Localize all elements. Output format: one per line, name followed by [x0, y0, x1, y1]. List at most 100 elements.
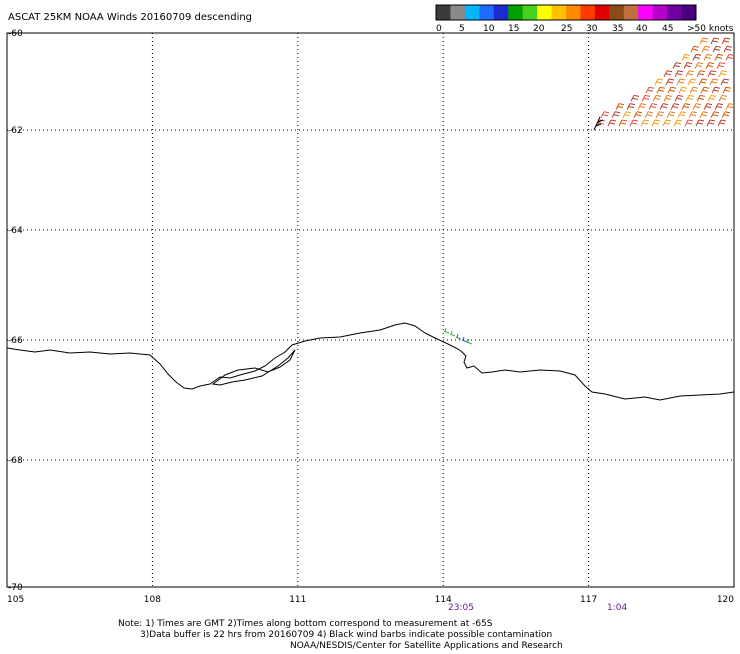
wind-barb	[672, 62, 682, 69]
wind-barb	[720, 78, 730, 86]
wind-barb	[707, 70, 717, 78]
colorbar-swatch	[609, 5, 625, 20]
latitude-labels: -60 -62 -64 -66 -68 -70	[8, 29, 23, 593]
longitude-label: 108	[144, 595, 161, 605]
wind-barb	[673, 119, 683, 127]
wind-barb	[718, 70, 728, 78]
colorbar-swatch	[464, 5, 480, 20]
wind-barb	[644, 111, 654, 119]
longitude-labels: 105 108 111 114 117 120	[7, 595, 734, 605]
wind-barb	[681, 53, 691, 61]
wind-barb	[709, 78, 719, 86]
wind-barb	[600, 111, 610, 119]
colorbar-labels: 0 5 10 15 20 25 30 35 40 45 >50 knots	[436, 24, 734, 34]
colorbar-swatch	[508, 5, 524, 20]
wind-barb	[703, 103, 713, 110]
longitude-label: 117	[580, 595, 597, 605]
wind-barb	[651, 119, 661, 127]
latitude-label: -70	[8, 583, 23, 593]
wind-barb	[629, 119, 639, 127]
wind-barb	[723, 45, 733, 53]
wind-barb	[694, 62, 704, 69]
wind-barb	[466, 338, 473, 345]
wind-barbs	[593, 37, 735, 131]
wind-barb	[711, 86, 721, 94]
colorbar-frame	[435, 4, 697, 21]
longitude-label: 111	[289, 595, 306, 605]
wind-barb	[695, 119, 705, 127]
colorbar-swatch	[638, 5, 654, 20]
wind-barb	[633, 111, 643, 119]
graticule-grid	[7, 33, 734, 587]
wind-barb	[676, 78, 686, 86]
wind-barb	[667, 86, 677, 94]
wind-barb	[692, 103, 702, 110]
colorbar-swatch	[652, 5, 668, 20]
wind-barb	[705, 62, 715, 69]
wind-barb	[622, 111, 632, 119]
colorbar-label: 45	[662, 24, 673, 34]
colorbar-swatch	[479, 5, 495, 20]
pass-time-label: 1:04	[607, 603, 627, 613]
wind-barb	[696, 70, 706, 78]
colorbar-swatch	[537, 5, 553, 20]
wind-barb	[626, 103, 636, 110]
wind-barb	[699, 37, 709, 45]
footnote-line: NOAA/NESDIS/Center for Satellite Applica…	[290, 641, 563, 650]
colorbar-swatch	[436, 5, 451, 20]
colorbar-label: 30	[586, 24, 598, 34]
colorbar-label: >50 knots	[687, 24, 734, 34]
wind-barb	[618, 119, 628, 127]
plot-frame	[6, 32, 735, 588]
antarctic-coastline	[6, 322, 735, 401]
wind-barb	[725, 53, 735, 61]
wind-barb	[663, 70, 673, 78]
wind-barb	[706, 119, 716, 127]
wind-barb	[685, 70, 695, 78]
latitude-label: -68	[8, 456, 23, 466]
wind-barb	[655, 111, 665, 119]
wind-barb	[666, 111, 676, 119]
wind-barb	[710, 37, 720, 45]
wind-barb	[652, 94, 662, 102]
map-title: ASCAT 25KM NOAA Winds 20160709 descendin…	[8, 12, 252, 23]
colorbar-label: 20	[533, 24, 545, 34]
wind-barb	[659, 103, 669, 110]
wind-barb	[692, 53, 702, 61]
wind-barb	[721, 111, 731, 119]
wind-barb	[698, 78, 708, 86]
wind-barb	[607, 119, 617, 127]
colorbar-label: 0	[436, 24, 442, 34]
wind-barb	[674, 70, 684, 78]
wind-barb	[722, 86, 732, 94]
colorbar-swatch	[493, 5, 509, 20]
wind-barb	[703, 53, 713, 61]
latitude-label: -66	[8, 336, 23, 346]
wind-barb	[611, 111, 621, 119]
colorbar-swatch	[594, 5, 610, 20]
latitude-label: -60	[8, 29, 23, 39]
wind-barb	[663, 94, 673, 102]
wind-barb	[707, 94, 717, 102]
colorbar-label: 15	[508, 24, 519, 34]
wind-barb	[654, 78, 664, 86]
wind-barb	[690, 45, 700, 53]
footnote-line: 3)Data buffer is 22 hrs from 20160709 4)…	[140, 630, 552, 640]
wind-barb	[696, 94, 706, 102]
wind-barb	[714, 53, 724, 61]
colorbar-label: 35	[612, 24, 623, 34]
colorbar-swatch	[580, 5, 596, 20]
wind-barb	[443, 327, 450, 334]
wind-barb	[699, 111, 709, 119]
colorbar-swatch	[522, 5, 538, 20]
wind-barb	[681, 103, 691, 110]
wind-barb	[710, 111, 720, 119]
wind-barb	[700, 86, 710, 94]
colorbar-swatch	[551, 5, 567, 20]
latitude-label: -62	[8, 126, 23, 136]
wind-barb	[656, 86, 666, 94]
colorbar-label: 10	[483, 24, 495, 34]
colorbar-swatch	[681, 5, 697, 20]
wind-barb	[725, 103, 735, 110]
